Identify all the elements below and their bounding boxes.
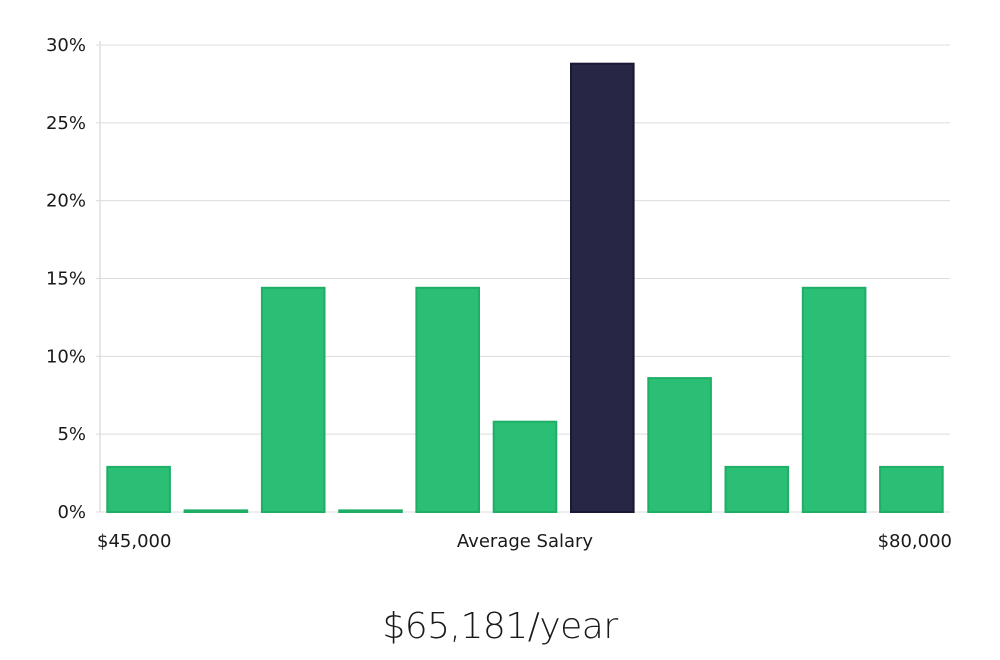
y-tick-label: 15% [46,269,86,290]
y-tick-label: 25% [46,113,86,134]
y-tick-label: 5% [57,424,86,445]
y-tick-label: 0% [57,502,86,523]
bar-average-salary [570,62,635,513]
bar [724,465,790,513]
x-label-average-salary: Average Salary [457,531,594,552]
bar [338,509,403,513]
bar [183,509,249,513]
x-label-max: $80,000 [878,531,952,552]
bar [106,465,171,513]
bar [879,465,944,513]
y-tick-label: 30% [46,35,86,56]
bar [492,420,558,514]
histogram-bars [106,62,944,514]
y-axis-tick-labels: 0% 5% 10% 15% 20% 25% 30% [46,35,86,523]
x-axis-labels: $45,000 Average Salary $80,000 [97,531,952,552]
y-tick-label: 20% [46,191,86,212]
bar [260,286,326,513]
bar [801,286,867,513]
x-label-min: $45,000 [97,531,171,552]
bar [415,286,480,513]
y-tick-label: 10% [46,346,86,367]
bar [647,377,712,513]
salary-histogram: 0% 5% 10% 15% 20% 25% 30% $45,000 Average Sala… [46,35,952,552]
average-salary-value: $65,181/year [382,606,618,647]
